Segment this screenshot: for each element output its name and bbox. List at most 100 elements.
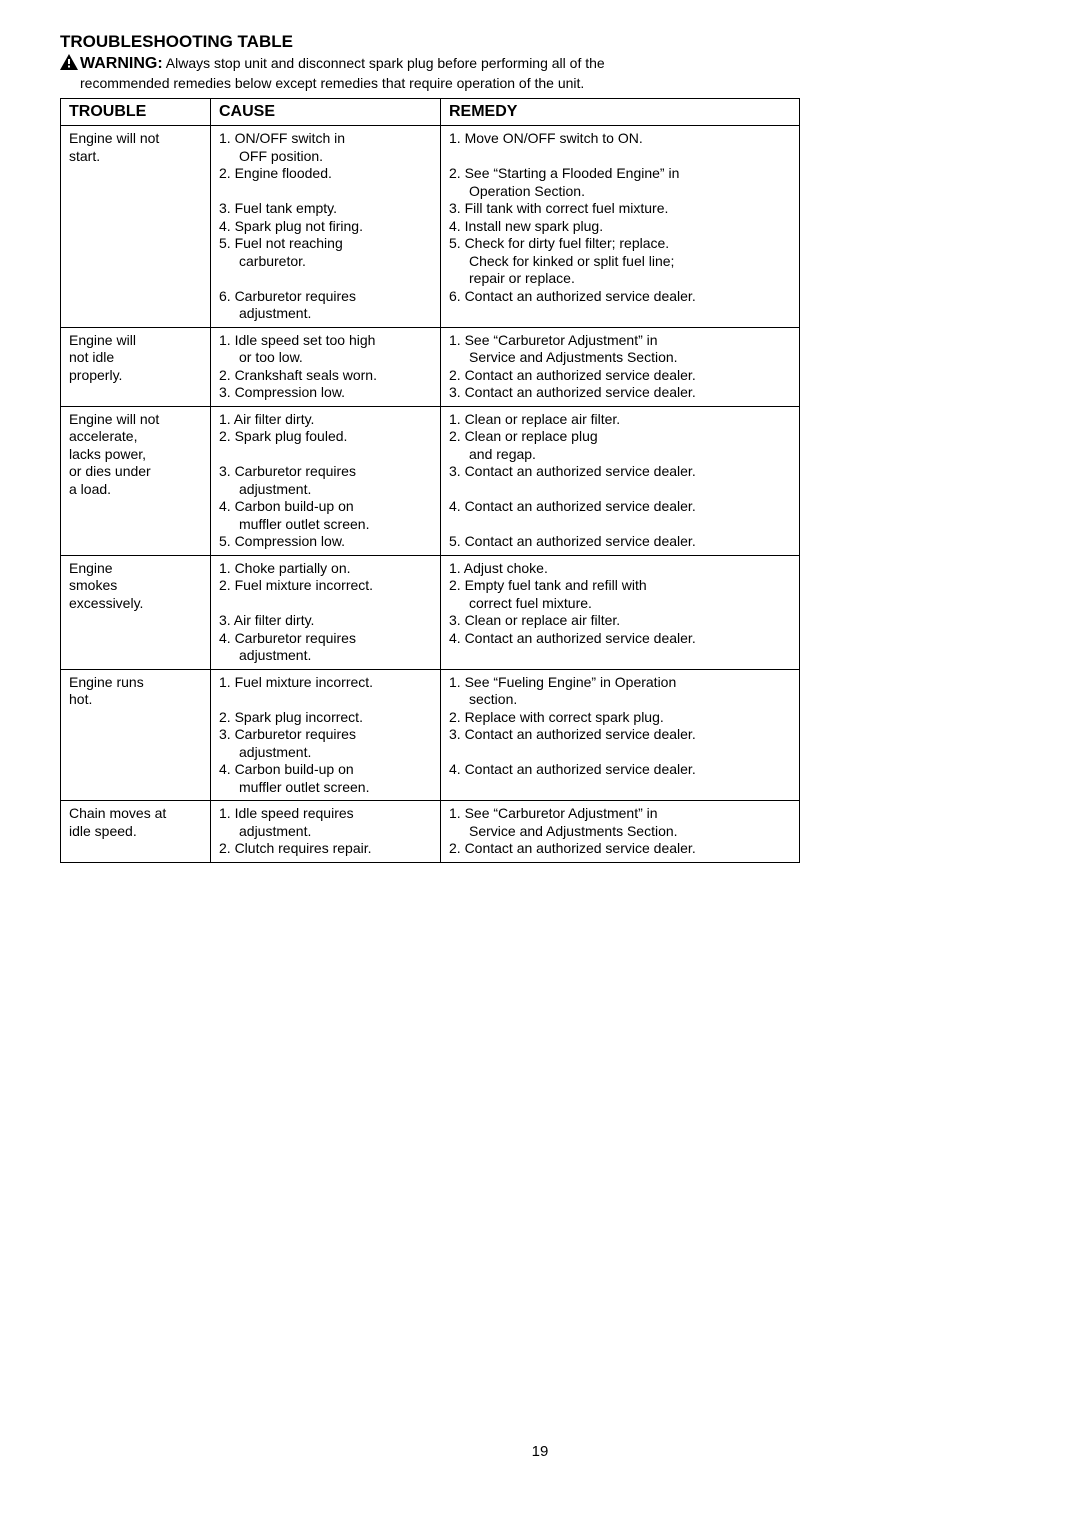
table-row: Engine willnot idleproperly.1. Idle spee…	[61, 327, 800, 406]
remedy-text: 5. Contact an authorized service dealer.	[449, 533, 793, 551]
remedy-text	[449, 744, 793, 762]
cause-text: 1. Fuel mixture incorrect.	[219, 674, 434, 692]
cause-cell: 1. Idle speed requiresadjustment.2. Clut…	[211, 801, 441, 863]
trouble-text: Engine will not	[69, 130, 204, 148]
remedy-text: 4. Contact an authorized service dealer.	[449, 761, 793, 779]
trouble-text: properly.	[69, 367, 204, 385]
cause-text: 2. Crankshaft seals worn.	[219, 367, 434, 385]
remedy-text: 4. Contact an authorized service dealer.	[449, 630, 793, 648]
trouble-text: lacks power,	[69, 446, 204, 464]
cause-text: 4. Carbon build-up on	[219, 761, 434, 779]
remedy-text: 1. Clean or replace air filter.	[449, 411, 793, 429]
remedy-text: 3. Contact an authorized service dealer.	[449, 463, 793, 481]
remedy-text: 2. Replace with correct spark plug.	[449, 709, 793, 727]
header-remedy: REMEDY	[441, 99, 800, 126]
cause-text: 5. Fuel not reaching	[219, 235, 434, 253]
cause-text: muffler outlet screen.	[219, 779, 434, 797]
cause-text: 3. Carburetor requires	[219, 726, 434, 744]
trouble-text: a load.	[69, 481, 204, 499]
trouble-text: smokes	[69, 577, 204, 595]
remedy-text: 1. Move ON/OFF switch to ON.	[449, 130, 793, 148]
trouble-text: hot.	[69, 691, 204, 709]
remedy-text	[449, 481, 793, 499]
remedy-text: Service and Adjustments Section.	[449, 823, 793, 841]
remedy-text: 2. Contact an authorized service dealer.	[449, 367, 793, 385]
trouble-text: excessively.	[69, 595, 204, 613]
trouble-cell: Engine runshot.	[61, 669, 211, 801]
remedy-text: 4. Install new spark plug.	[449, 218, 793, 236]
cause-cell: 1. Air filter dirty.2. Spark plug fouled…	[211, 406, 441, 555]
warning-label: WARNING:	[80, 55, 163, 72]
remedy-text: Check for kinked or split fuel line;	[449, 253, 793, 271]
trouble-text: not idle	[69, 349, 204, 367]
cause-text: 1. ON/OFF switch in	[219, 130, 434, 148]
header-cause: CAUSE	[211, 99, 441, 126]
cause-text: 1. Air filter dirty.	[219, 411, 434, 429]
cause-cell: 1. Idle speed set too highor too low.2. …	[211, 327, 441, 406]
remedy-cell: 1. See “Carburetor Adjustment” inService…	[441, 801, 800, 863]
trouble-text: accelerate,	[69, 428, 204, 446]
cause-text: 4. Carburetor requires	[219, 630, 434, 648]
remedy-text: 1. See “Fueling Engine” in Operation	[449, 674, 793, 692]
table-row: Engine runshot.1. Fuel mixture incorrect…	[61, 669, 800, 801]
troubleshooting-table: TROUBLE CAUSE REMEDY Engine will notstar…	[60, 98, 800, 863]
warning-text-1: Always stop unit and disconnect spark pl…	[166, 55, 605, 71]
cause-text	[219, 691, 434, 709]
remedy-text: 1. Adjust choke.	[449, 560, 793, 578]
cause-cell: 1. ON/OFF switch inOFF position.2. Engin…	[211, 126, 441, 328]
remedy-text: 2. Contact an authorized service dealer.	[449, 840, 793, 858]
table-row: Engine will notstart. 1. ON/OFF switch in…	[61, 126, 800, 328]
remedy-text: 4. Contact an authorized service dealer.	[449, 498, 793, 516]
remedy-text: 1. See “Carburetor Adjustment” in	[449, 332, 793, 350]
trouble-cell: Chain moves atidle speed.	[61, 801, 211, 863]
cause-text: 3. Carburetor requires	[219, 463, 434, 481]
section-title: TROUBLESHOOTING TABLE	[60, 32, 1020, 52]
cause-text: adjustment.	[219, 744, 434, 762]
remedy-text: 3. Clean or replace air filter.	[449, 612, 793, 630]
cause-text: or too low.	[219, 349, 434, 367]
table-row: Enginesmokesexcessively.1. Choke partial…	[61, 555, 800, 669]
warning-block: WARNING: Always stop unit and disconnect…	[60, 54, 1020, 92]
remedy-text	[449, 516, 793, 534]
remedy-text: 1. See “Carburetor Adjustment” in	[449, 805, 793, 823]
remedy-cell: 1. Move ON/OFF switch to ON. 2. See “Sta…	[441, 126, 800, 328]
remedy-text: correct fuel mixture.	[449, 595, 793, 613]
cause-text: 3. Compression low.	[219, 384, 434, 402]
remedy-text: 6. Contact an authorized service dealer.	[449, 288, 793, 306]
cause-cell: 1. Choke partially on.2. Fuel mixture in…	[211, 555, 441, 669]
page-number: 19	[60, 1443, 1020, 1460]
trouble-cell: Engine willnot idleproperly.	[61, 327, 211, 406]
cause-text: 2. Spark plug incorrect.	[219, 709, 434, 727]
cause-text: 2. Clutch requires repair.	[219, 840, 434, 858]
trouble-text: Engine runs	[69, 674, 204, 692]
remedy-text: 2. Empty fuel tank and refill with	[449, 577, 793, 595]
remedy-cell: 1. Clean or replace air filter.2. Clean …	[441, 406, 800, 555]
cause-text: OFF position.	[219, 148, 434, 166]
trouble-cell: Enginesmokesexcessively.	[61, 555, 211, 669]
cause-text: 1. Idle speed requires	[219, 805, 434, 823]
trouble-text: start.	[69, 148, 204, 166]
cause-cell: 1. Fuel mixture incorrect. 2. Spark plug…	[211, 669, 441, 801]
cause-text: muffler outlet screen.	[219, 516, 434, 534]
cause-text: 6. Carburetor requires	[219, 288, 434, 306]
cause-text: adjustment.	[219, 305, 434, 323]
cause-text: 5. Compression low.	[219, 533, 434, 551]
remedy-cell: 1. Adjust choke.2. Empty fuel tank and r…	[441, 555, 800, 669]
cause-text: adjustment.	[219, 481, 434, 499]
cause-text: adjustment.	[219, 647, 434, 665]
cause-text	[219, 595, 434, 613]
cause-text: 2. Spark plug fouled.	[219, 428, 434, 446]
cause-text: 4. Carbon build-up on	[219, 498, 434, 516]
trouble-text: Engine will not	[69, 411, 204, 429]
remedy-cell: 1. See “Fueling Engine” in Operationsect…	[441, 669, 800, 801]
remedy-text: repair or replace.	[449, 270, 793, 288]
trouble-text: Engine will	[69, 332, 204, 350]
cause-text: 1. Idle speed set too high	[219, 332, 434, 350]
remedy-text: 3. Contact an authorized service dealer.	[449, 726, 793, 744]
trouble-text: or dies under	[69, 463, 204, 481]
remedy-text: Operation Section.	[449, 183, 793, 201]
cause-text: 3. Fuel tank empty.	[219, 200, 434, 218]
remedy-cell: 1. See “Carburetor Adjustment” inService…	[441, 327, 800, 406]
remedy-text: 2. See “Starting a Flooded Engine” in	[449, 165, 793, 183]
remedy-text: 2. Clean or replace plug	[449, 428, 793, 446]
